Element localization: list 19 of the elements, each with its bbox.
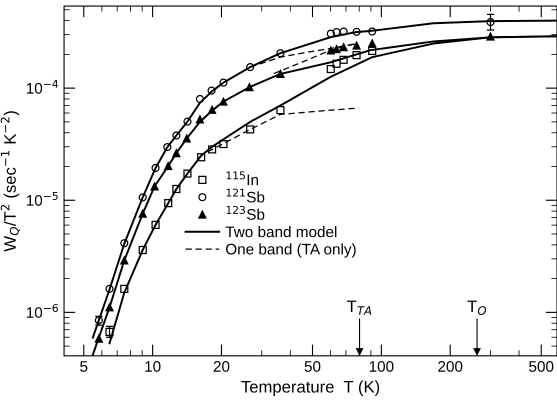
legend-label: One band (TA only) (226, 243, 356, 258)
y-tick-label: 10$^{−4}$ (26, 80, 58, 94)
y-tick-label: 10$^{−5}$ (26, 192, 58, 206)
x-tick-label: 100 (370, 361, 394, 372)
ref-line-label: T$_{O}$ (467, 300, 486, 315)
x-tick-label: 500 (529, 361, 554, 372)
y-tick-label: 10$^{−6}$ (26, 304, 58, 318)
legend-label: Two band model (226, 226, 336, 238)
x-tick-label: 200 (438, 361, 462, 372)
legend-label: $^{123}$Sb (226, 206, 264, 220)
x-tick-label: 20 (214, 361, 230, 372)
legend-label: $^{115}$In (226, 171, 258, 186)
ref-line-label: T$_{TA}$ (346, 300, 372, 315)
text: W$_{Q}$/T$^{2}$ (sec$^{−1}$ K$^{−2}$) (0, 111, 20, 252)
x-tick-label: 5 (80, 361, 88, 372)
x-tick-label: 10 (145, 361, 161, 372)
legend-label: $^{121}$Sb (226, 188, 264, 203)
x-axis-title: Temperature T (K) (241, 380, 380, 396)
x-tick-label: 50 (304, 361, 320, 372)
